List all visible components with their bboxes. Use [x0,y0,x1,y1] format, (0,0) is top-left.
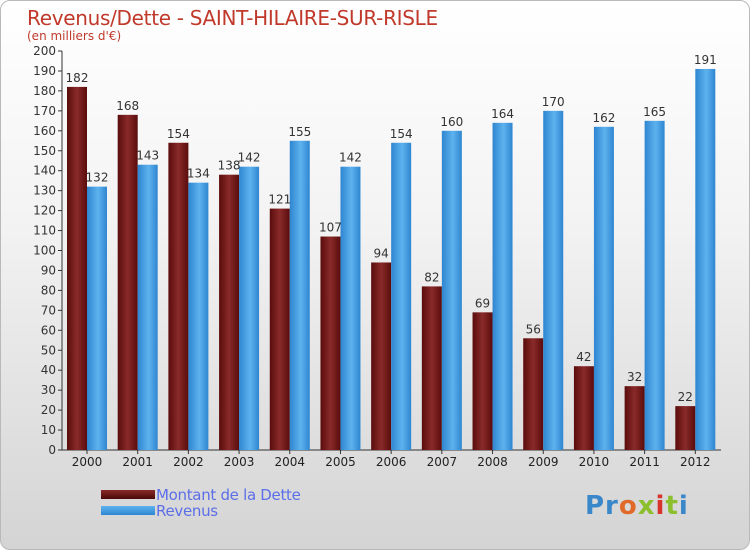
legend-label-revenus: Revenus [156,502,218,520]
data-label: 154 [167,127,190,141]
bar-revenus [593,126,614,450]
y-tick-label: 20 [41,403,56,417]
legend-swatch-dette [101,490,155,499]
data-label: 143 [136,149,159,163]
bar-revenus [441,130,462,451]
data-label: 165 [643,105,666,119]
y-tick-label: 120 [33,204,56,218]
data-label: 94 [374,246,389,260]
x-tick-label: 2012 [680,455,711,469]
data-label: 42 [576,350,591,364]
y-tick-label: 90 [41,263,56,277]
data-label: 142 [339,151,362,165]
data-label: 82 [424,270,439,284]
x-tick-label: 2003 [224,455,255,469]
bar-dette [67,86,87,450]
y-tick-label: 130 [33,184,56,198]
data-label: 162 [592,111,615,125]
data-label: 154 [390,127,413,141]
y-tick-label: 50 [41,343,56,357]
bar-dette [472,312,493,450]
y-tick-label: 200 [33,44,56,58]
data-label: 164 [491,107,514,121]
bar-dette [675,406,696,450]
x-tick-label: 2008 [477,455,508,469]
data-label: 107 [319,221,342,235]
x-tick-label: 2009 [528,455,559,469]
data-label: 155 [288,125,311,139]
data-label: 191 [694,53,717,67]
y-tick-label: 0 [48,443,56,457]
bar-revenus [188,182,209,451]
bar-dette [320,236,341,450]
bar-dette [269,208,290,450]
data-label: 22 [678,390,693,404]
chart-title: Revenus/Dette - SAINT-HILAIRE-SUR-RISLE [27,6,438,30]
x-tick-label: 2011 [629,455,660,469]
data-label: 56 [526,322,541,336]
bar-revenus [340,166,361,450]
bar-revenus [644,120,665,450]
y-tick-label: 80 [41,283,56,297]
data-label: 160 [440,115,463,129]
data-label: 121 [268,193,291,207]
y-tick-label: 100 [33,244,56,258]
bar-revenus [543,110,564,450]
data-label: 69 [475,296,490,310]
legend-swatch-revenus [101,506,155,515]
bar-dette [219,174,240,450]
x-tick-label: 2010 [579,455,610,469]
bar-dette [421,286,442,450]
y-tick-label: 190 [33,64,56,78]
x-tick-label: 2007 [427,455,458,469]
x-tick-label: 2006 [376,455,407,469]
y-tick-label: 170 [33,104,56,118]
y-tick-label: 180 [33,84,56,98]
bar-revenus [137,164,158,450]
data-label: 132 [86,171,109,185]
data-label: 134 [187,167,210,181]
bar-revenus [492,122,513,450]
y-tick-label: 110 [33,224,56,238]
data-label: 168 [116,99,139,113]
bar-revenus [391,142,412,450]
y-tick-label: 30 [41,383,56,397]
data-label: 142 [238,151,261,165]
y-tick-label: 10 [41,423,56,437]
bar-revenus [289,140,310,450]
bar-revenus [87,186,107,450]
data-label: 32 [627,370,642,384]
x-tick-label: 2004 [274,455,305,469]
chart-subtitle: (en milliers d'€) [27,29,122,43]
data-label: 182 [66,71,89,85]
bar-dette [573,366,594,450]
bar-dette [624,386,645,450]
bar-dette [117,114,138,450]
data-label: 138 [218,159,241,173]
x-tick-label: 2001 [122,455,153,469]
y-tick-label: 40 [41,363,56,377]
bar-dette [168,142,189,450]
y-tick-label: 70 [41,303,56,317]
proxiti-logo: Proxiti [585,491,689,521]
bar-dette [371,262,392,450]
bar-revenus [239,166,260,450]
y-tick-label: 160 [33,124,56,138]
x-tick-label: 2002 [173,455,204,469]
x-tick-label: 2005 [325,455,356,469]
legend-label-dette: Montant de la Dette [156,486,301,504]
y-tick-label: 140 [33,164,56,178]
data-label: 170 [542,95,565,109]
y-tick-label: 60 [41,323,56,337]
y-tick-label: 150 [33,144,56,158]
x-tick-label: 2000 [72,455,103,469]
bar-dette [523,338,544,450]
bar-revenus [695,68,716,450]
